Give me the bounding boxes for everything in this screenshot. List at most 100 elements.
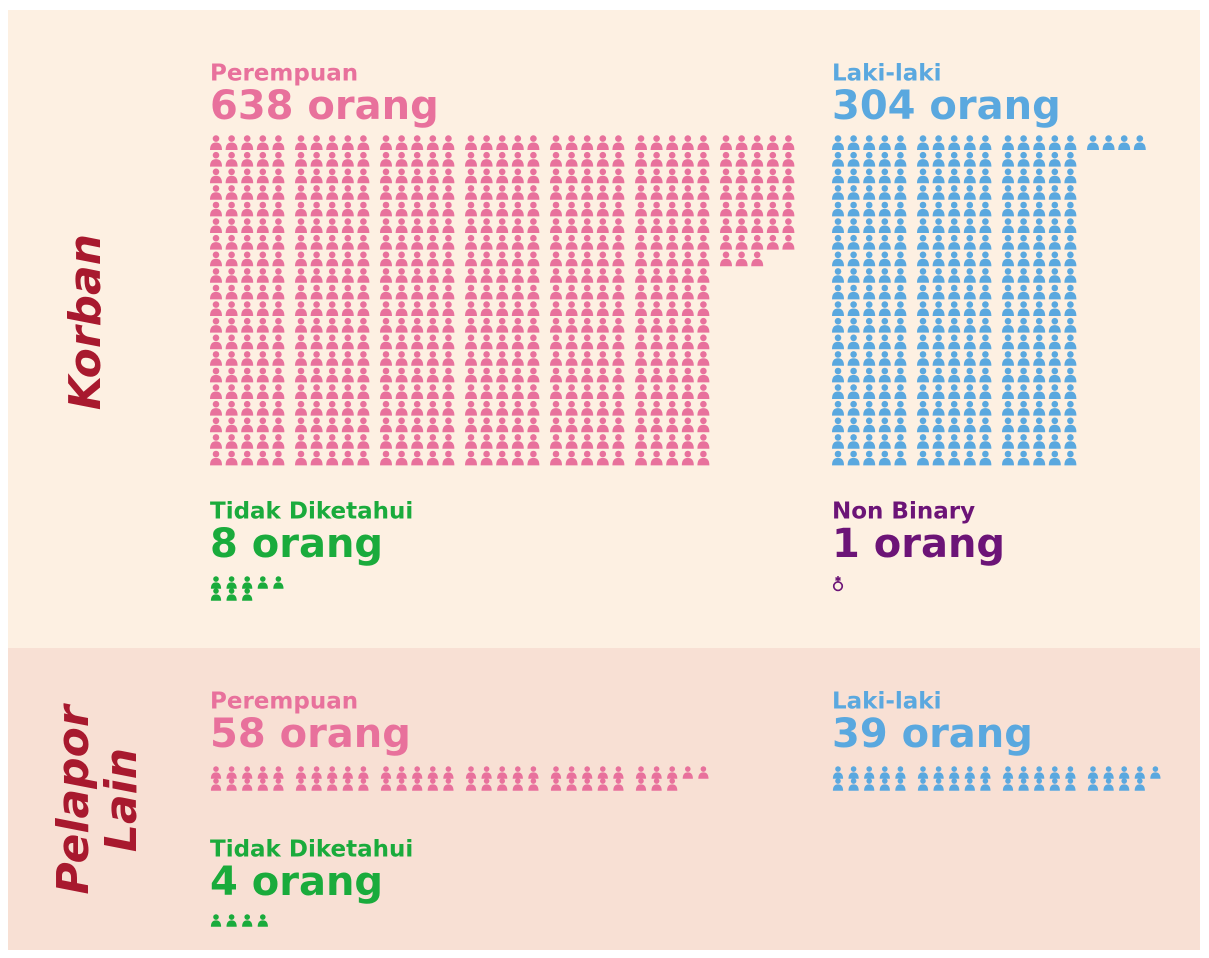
icon-body: [412, 772, 423, 779]
person-icon: [847, 151, 860, 167]
icon-head: [259, 317, 267, 325]
icon-head: [514, 151, 522, 159]
person-icon: [848, 766, 859, 779]
person-icon: [358, 766, 369, 779]
icon-head: [865, 317, 873, 325]
icon-head: [552, 317, 560, 325]
person-icon: [917, 384, 929, 399]
icon-body: [1033, 441, 1046, 449]
icon-head: [615, 778, 622, 784]
icon-head: [1035, 135, 1043, 142]
person-icon: [527, 351, 540, 366]
person-icon: [612, 268, 625, 283]
icon-body: [863, 341, 876, 350]
icon-head: [213, 576, 219, 582]
person-icon: [380, 301, 392, 316]
person-icon: [964, 766, 975, 779]
person-icon: [597, 778, 608, 791]
icon-head: [313, 317, 320, 325]
pelapor-panel: [8, 648, 1200, 950]
person-icon: [581, 201, 594, 217]
person-icon: [864, 778, 875, 791]
icon-body: [357, 242, 370, 250]
person-icon: [273, 778, 284, 791]
icon-body: [1064, 192, 1077, 200]
icon-head: [1020, 268, 1027, 275]
icon-head: [360, 766, 367, 772]
icon-body: [1033, 159, 1046, 167]
icon-body: [341, 408, 354, 416]
person-icon: [241, 367, 254, 383]
person-icon: [272, 234, 285, 250]
icon-body: [496, 325, 509, 333]
icon-body: [1064, 208, 1077, 217]
icon-body: [272, 208, 285, 217]
person-icon: [341, 201, 354, 217]
person-icon: [442, 417, 455, 433]
icon-head: [413, 367, 421, 375]
icon-head: [275, 334, 282, 342]
person-icon: [241, 317, 254, 333]
icon-head: [668, 284, 676, 292]
icon-head: [653, 168, 660, 176]
icon-head: [919, 351, 927, 358]
icon-body: [426, 408, 439, 416]
icon-body: [932, 291, 945, 300]
icon-body: [257, 920, 268, 927]
icon-body: [272, 175, 285, 184]
icon-body: [210, 159, 222, 167]
person-icon: [581, 234, 594, 250]
person-icon: [380, 317, 392, 333]
icon-head: [1004, 168, 1012, 176]
icon-body: [550, 208, 562, 217]
icon-body: [581, 308, 594, 316]
person-icon: [1048, 351, 1061, 366]
icon-head: [881, 185, 889, 192]
person-icon: [341, 400, 354, 416]
icon-head: [850, 351, 857, 358]
icon-body: [917, 242, 929, 250]
person-icon: [411, 434, 424, 449]
icon-body: [682, 772, 693, 779]
icon-head: [259, 766, 266, 772]
icon-body: [1064, 325, 1077, 333]
icon-head: [1067, 234, 1074, 242]
icon-head: [243, 334, 251, 342]
person-icon: [613, 778, 624, 791]
icon-body: [465, 325, 477, 333]
icon-body: [1064, 308, 1077, 316]
icon-head: [919, 135, 927, 142]
icon-body: [963, 374, 976, 383]
icon-head: [599, 434, 607, 441]
icon-body: [210, 142, 222, 150]
icon-head: [1020, 317, 1027, 325]
person-icon: [496, 201, 509, 217]
icon-head: [722, 251, 730, 259]
person-icon: [210, 576, 222, 589]
icon-head: [313, 135, 320, 142]
person-icon: [310, 434, 323, 449]
person-icon: [612, 135, 625, 150]
icon-head: [881, 234, 889, 242]
icon-body: [357, 291, 370, 300]
icon-head: [398, 317, 405, 325]
person-icon: [650, 151, 663, 167]
icon-body: [963, 341, 976, 350]
icon-head: [213, 778, 219, 784]
icon-head: [753, 135, 761, 142]
icon-body: [295, 358, 307, 366]
person-icon: [310, 334, 323, 350]
icon-head: [530, 284, 537, 292]
icon-body: [596, 424, 609, 433]
icon-head: [1035, 251, 1043, 259]
person-icon: [465, 284, 477, 300]
person-icon: [256, 251, 269, 267]
icon-head: [919, 268, 927, 275]
icon-head: [243, 434, 251, 441]
icon-body: [650, 325, 663, 333]
icon-head: [360, 201, 367, 209]
person-icon: [979, 434, 992, 449]
person-icon: [1002, 400, 1014, 416]
person-icon: [426, 284, 439, 300]
person-icon: [681, 135, 694, 150]
